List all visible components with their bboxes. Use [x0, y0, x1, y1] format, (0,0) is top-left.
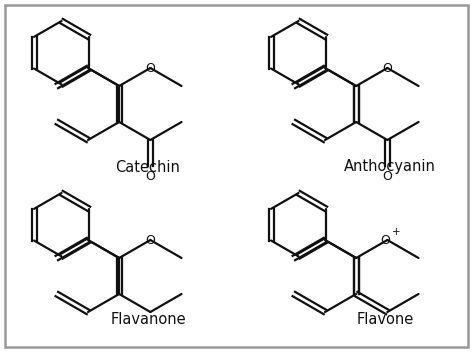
Text: +: + [392, 227, 401, 237]
Text: Flavanone: Flavanone [110, 313, 186, 327]
Text: Flavone: Flavone [356, 313, 413, 327]
Text: O: O [382, 62, 392, 75]
Text: O: O [380, 233, 390, 246]
Text: O: O [145, 170, 155, 183]
Text: O: O [145, 233, 155, 246]
Text: O: O [145, 62, 155, 75]
Text: Catechin: Catechin [115, 159, 180, 175]
Text: Anthocyanin: Anthocyanin [344, 159, 436, 175]
Text: O: O [382, 170, 392, 183]
